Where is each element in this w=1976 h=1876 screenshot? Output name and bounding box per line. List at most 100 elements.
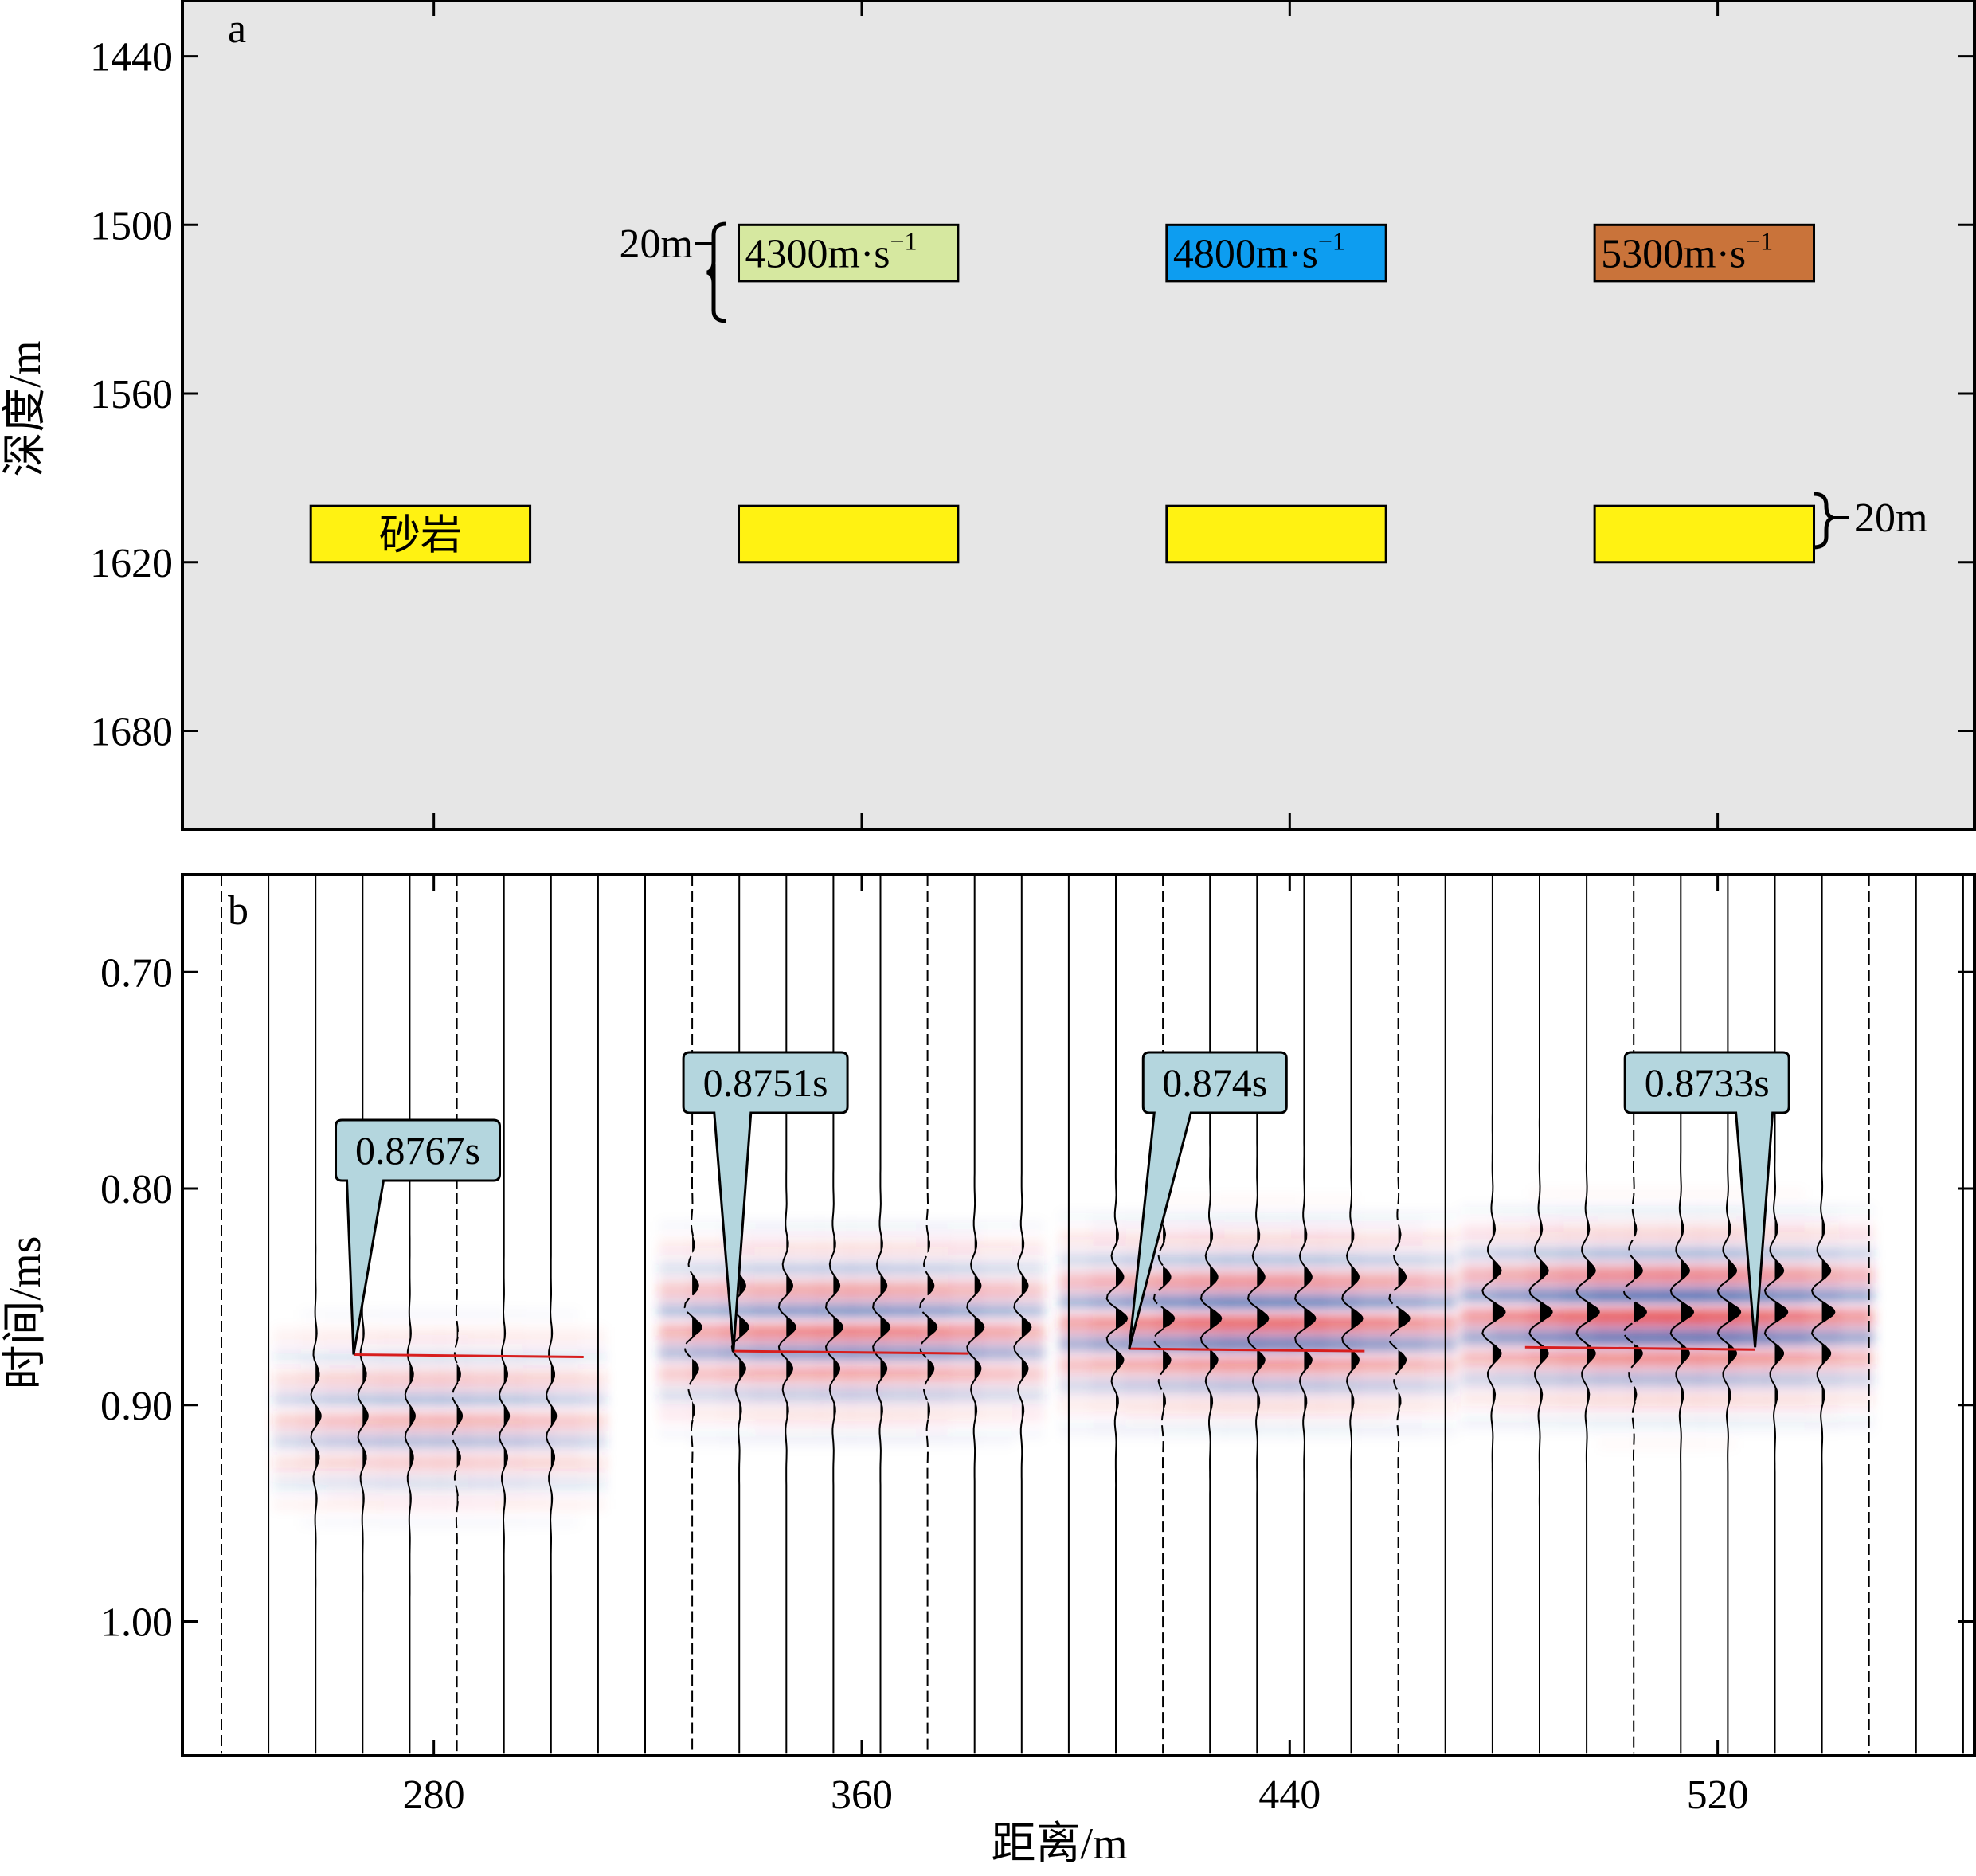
amplitude-cell bbox=[691, 1307, 724, 1318]
amplitude-cell bbox=[786, 1411, 820, 1421]
amplitude-cell bbox=[411, 1379, 440, 1389]
amplitude-cell bbox=[1356, 1264, 1391, 1275]
amplitude-cell bbox=[522, 1361, 550, 1371]
amplitude-cell bbox=[383, 1326, 413, 1337]
amplitude-cell bbox=[1667, 1189, 1702, 1198]
amplitude-cell bbox=[1356, 1247, 1391, 1257]
amplitude-cell bbox=[1700, 1240, 1736, 1251]
trace bbox=[683, 875, 701, 1754]
amplitude-cell bbox=[1290, 1385, 1325, 1396]
amplitude-cell bbox=[1700, 1318, 1736, 1328]
amplitude-cell bbox=[1735, 1388, 1771, 1397]
amplitude-cell bbox=[1125, 1316, 1160, 1326]
amplitude-cell bbox=[550, 1456, 578, 1467]
amplitude-cell bbox=[754, 1411, 788, 1421]
amplitude-cell bbox=[356, 1456, 385, 1467]
amplitude-cell bbox=[577, 1396, 606, 1406]
amplitude-cell bbox=[1735, 1361, 1771, 1372]
amplitude-cell bbox=[1011, 1264, 1045, 1275]
trace-peak-fill bbox=[1492, 1259, 1502, 1281]
amplitude-cell bbox=[1389, 1368, 1424, 1378]
amplitude-cell bbox=[1770, 1353, 1806, 1363]
amplitude-cell bbox=[577, 1345, 606, 1354]
amplitude-cell bbox=[522, 1482, 551, 1493]
amplitude-cell bbox=[1598, 1266, 1634, 1276]
amplitude-cell bbox=[439, 1422, 468, 1432]
amplitude-cell bbox=[1666, 1205, 1702, 1216]
amplitude-cell bbox=[577, 1335, 606, 1345]
amplitude-cell bbox=[1092, 1229, 1127, 1240]
trace-peak-fill bbox=[1304, 1349, 1313, 1372]
amplitude-cell bbox=[1666, 1232, 1702, 1242]
trace-peak-fill bbox=[974, 1400, 977, 1423]
panel-b-letter: b bbox=[228, 888, 248, 934]
amplitude-cell bbox=[1258, 1377, 1292, 1387]
amplitude-cell bbox=[1125, 1341, 1160, 1352]
amplitude-cell bbox=[383, 1431, 413, 1441]
amplitude-cell bbox=[550, 1345, 578, 1354]
amplitude-cell bbox=[1191, 1264, 1226, 1275]
amplitude-cell bbox=[1224, 1238, 1258, 1248]
amplitude-cell bbox=[439, 1370, 468, 1381]
amplitude-cell bbox=[356, 1335, 385, 1345]
amplitude-cell bbox=[1422, 1377, 1457, 1387]
trace-peak-fill bbox=[1163, 1349, 1172, 1372]
amplitude-cell bbox=[1422, 1247, 1457, 1257]
amplitude-cell bbox=[1633, 1189, 1668, 1198]
amplitude-cell bbox=[1323, 1255, 1358, 1266]
amplitude-cell bbox=[1323, 1359, 1358, 1369]
amplitude-cell bbox=[301, 1448, 330, 1458]
amplitude-cell bbox=[1011, 1411, 1045, 1421]
amplitude-cell bbox=[467, 1474, 495, 1484]
amplitude-cell bbox=[851, 1298, 884, 1309]
amplitude-cell bbox=[494, 1379, 523, 1389]
amplitude-cell bbox=[786, 1385, 820, 1396]
amplitude-cell bbox=[1422, 1229, 1457, 1240]
amplitude-cell bbox=[1059, 1255, 1094, 1266]
amplitude-cell bbox=[1389, 1403, 1424, 1412]
amplitude-cell bbox=[947, 1264, 980, 1275]
amplitude-cell bbox=[691, 1281, 724, 1291]
amplitude-cell bbox=[1598, 1292, 1634, 1302]
amplitude-cell bbox=[1700, 1388, 1736, 1397]
amplitude-cell bbox=[356, 1379, 385, 1389]
trace bbox=[451, 875, 463, 1754]
amplitude-cell bbox=[522, 1310, 550, 1319]
amplitude-cell bbox=[1191, 1281, 1226, 1291]
amplitude-cell bbox=[979, 1290, 1013, 1300]
amplitude-cell bbox=[1224, 1403, 1258, 1412]
amplitude-cell bbox=[915, 1273, 949, 1283]
amplitude-cell bbox=[851, 1325, 884, 1335]
amplitude-cell bbox=[494, 1439, 523, 1450]
amplitude-cell bbox=[1059, 1368, 1094, 1378]
amplitude-cell bbox=[979, 1377, 1013, 1387]
trace-peak-fill bbox=[1587, 1259, 1596, 1281]
amplitude-cell bbox=[819, 1428, 852, 1439]
amplitude-cell bbox=[522, 1456, 551, 1467]
trace-peak-fill bbox=[692, 1316, 702, 1338]
amplitude-cell bbox=[1290, 1238, 1325, 1248]
amplitude-cell bbox=[1495, 1249, 1531, 1259]
amplitude-cell bbox=[1529, 1396, 1565, 1406]
amplitude-cell bbox=[550, 1474, 578, 1484]
amplitude-cell bbox=[1563, 1310, 1599, 1320]
amplitude-cell bbox=[722, 1359, 756, 1369]
amplitude-cell bbox=[1701, 1405, 1736, 1415]
amplitude-cell bbox=[691, 1394, 724, 1404]
amplitude-cell bbox=[1011, 1221, 1044, 1231]
amplitude-cell bbox=[1191, 1273, 1226, 1283]
amplitude-cell bbox=[1011, 1394, 1045, 1404]
amplitude-cell bbox=[1700, 1292, 1736, 1302]
amplitude-cell bbox=[754, 1325, 788, 1335]
amplitude-cell bbox=[495, 1310, 523, 1319]
amplitude-cell bbox=[1700, 1422, 1736, 1432]
amplitude-cell bbox=[328, 1500, 358, 1510]
amplitude-cell bbox=[882, 1359, 917, 1369]
amplitude-cell bbox=[1461, 1423, 1496, 1432]
trace-peak-fill bbox=[927, 1358, 935, 1381]
amplitude-cell bbox=[494, 1370, 523, 1381]
amplitude-cell bbox=[1422, 1264, 1457, 1275]
amplitude-cell bbox=[356, 1491, 385, 1501]
amplitude-cell bbox=[577, 1456, 606, 1467]
amplitude-cell bbox=[1158, 1341, 1193, 1352]
